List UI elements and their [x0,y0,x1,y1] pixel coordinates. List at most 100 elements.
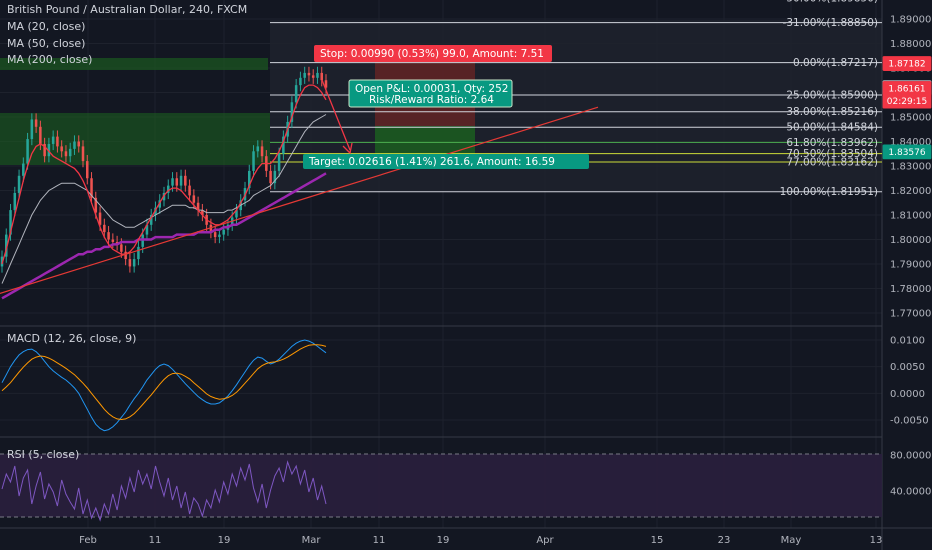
rsi-legend[interactable]: RSI (5, close) [7,448,80,461]
candle-body [26,139,29,164]
candle-body [86,161,89,179]
price-tick-label: 1.88000 [890,39,931,50]
price-tick-label: 1.81000 [890,211,931,222]
price-tag-box [882,56,932,71]
candle-body [132,259,136,267]
ma20-legend[interactable]: MA (20, close) [7,20,86,33]
ma200-legend[interactable]: MA (200, close) [7,53,93,66]
candle-body [320,72,323,81]
candle-body [51,136,55,144]
price-tick-label: 1.79000 [890,260,931,271]
candle-body [81,146,85,162]
candle-body [56,136,59,147]
candle-body [248,170,251,189]
candle-body [39,126,42,144]
price-tick-label: 1.77000 [890,309,931,320]
price-tag-label: 1.87182 [888,60,925,70]
candle-body [103,224,106,233]
price-tag-label: 02:29:15 [887,97,927,107]
fib-level-label: 70.50%(1.83504) [786,148,878,160]
fib-level-label: 25.00%(1.85900) [786,89,878,101]
candle-body [5,234,8,257]
fib-level-label: 50.00%(1.89850) [786,0,878,5]
macd-legend[interactable]: MACD (12, 26, close, 9) [7,332,137,345]
date-tick-label: 19 [218,535,231,546]
candle-body [128,259,132,267]
fib-level-label: -31.00%(1.88850) [783,17,878,29]
rsi-tick-label: 40.0000 [890,487,931,498]
trend-line[interactable] [0,106,599,294]
candle-body [303,72,306,78]
candle-body [282,136,285,154]
candle-body [64,151,68,157]
target-label-box[interactable] [303,154,589,169]
candle-body [47,143,51,157]
rsi-axis[interactable]: 80.0000 40.0000 [890,451,931,498]
macd-tick-label: 0.0100 [890,336,925,347]
candle-body [299,77,302,86]
candle-body [30,119,34,140]
candle-body [222,229,225,235]
candle-body [179,175,183,186]
candle-body [175,178,179,186]
price-tick-label: 1.84000 [890,137,931,148]
date-tick-label: Mar [302,535,322,546]
date-tick-label: 11 [149,535,162,546]
candle-body [188,185,191,196]
date-tick-label: May [781,535,802,546]
pnl-label-box[interactable] [348,79,513,108]
candle-body [273,170,277,184]
date-tick-label: 11 [373,535,386,546]
ma50-legend[interactable]: MA (50, close) [7,37,86,50]
price-tick-label: 1.85000 [890,113,931,124]
price-tick-label: 1.89000 [890,15,931,26]
candle-body [137,246,140,260]
candle-body [60,146,63,152]
target-label: Target: 0.02616 (1.41%) 261.6, Amount: 1… [308,156,555,168]
ma50-line [1,114,327,284]
date-tick-label: 23 [718,535,731,546]
candle-body [307,72,311,76]
macd-tick-label: 0.0050 [890,362,925,373]
candle-body [9,210,12,235]
candle-body [277,153,281,171]
date-tick-label: 19 [437,535,450,546]
chart-title[interactable]: British Pound / Australian Dollar, 240, … [7,3,248,16]
fib-level-label: 77.00%(1.83162) [786,157,878,169]
stop-label-box[interactable] [314,45,552,62]
fib-levels[interactable]: 50.00%(1.89850) -31.00%(1.88850) 0.00%(1.8… [270,0,882,198]
date-tick-label: 15 [651,535,664,546]
fib-level-label: 100.00%(1.81951) [780,186,878,198]
stop-label: Stop: 0.00990 (0.53%) 99.0, Amount: 7.51 [320,48,544,60]
candle-body [0,256,4,267]
macd-tick-label: -0.0050 [890,416,929,427]
candle-body [77,141,80,147]
candle-body [260,146,264,157]
time-axis[interactable]: Feb 11 19 Mar 11 19 Apr 15 23 May 13 [79,535,882,546]
candle-body [98,212,102,225]
projection-arrowhead [342,142,353,155]
candle-body [201,210,204,215]
rsi-line [1,460,327,522]
candle-body [252,151,255,171]
date-tick-label: Feb [79,535,97,546]
candle-body [235,210,238,218]
candle-body [90,178,93,198]
candle-body [256,146,260,152]
candle-body [22,163,25,176]
candle-body [184,175,187,186]
price-tick-label: 1.82000 [890,186,931,197]
candle-body [218,234,221,238]
candle-body [111,239,115,242]
candle-body [316,72,319,78]
candle-body [324,80,328,88]
ma20-line [1,84,327,265]
price-tick-label: 1.80000 [890,235,931,246]
candle-body [149,215,153,225]
macd-axis[interactable]: 0.0100 0.0050 0.0000 -0.0050 [890,336,929,427]
price-tag-box [882,144,932,160]
price-tick-label: 1.83000 [890,162,931,173]
candle-body [107,232,110,240]
